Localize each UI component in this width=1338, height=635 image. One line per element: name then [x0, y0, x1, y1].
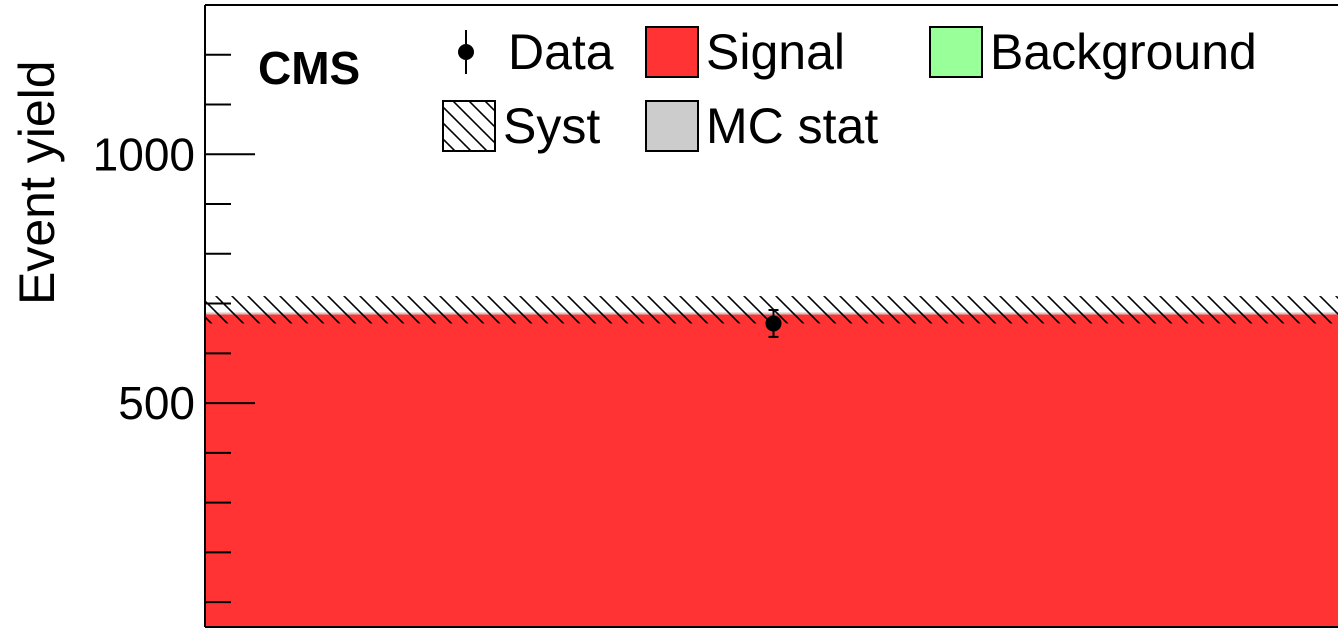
- data-point: [765, 315, 782, 332]
- legend-background-swatch: [929, 26, 983, 78]
- y-axis: 500 1000: [93, 4, 1338, 628]
- legend-syst-label: Syst: [503, 98, 600, 154]
- legend-background-label: Background: [990, 24, 1257, 80]
- legend-data-label: Data: [508, 24, 614, 80]
- legend-data-marker: [458, 44, 474, 60]
- legend-signal-label: Signal: [706, 24, 845, 80]
- legend-signal-swatch: [645, 26, 699, 78]
- y-tick-label: 500: [118, 377, 195, 429]
- legend-mc-stat-swatch: [645, 100, 699, 152]
- experiment-label: CMS: [258, 42, 360, 94]
- legend: Data Signal Background Syst MC stat: [442, 24, 1257, 154]
- y-axis-label: Event yield: [9, 60, 65, 305]
- y-tick-label: 1000: [93, 128, 195, 180]
- legend-syst-swatch: [442, 100, 496, 152]
- legend-mc-stat-label: MC stat: [706, 98, 878, 154]
- plot-area: [205, 296, 1338, 628]
- signal-bar: [205, 313, 1338, 627]
